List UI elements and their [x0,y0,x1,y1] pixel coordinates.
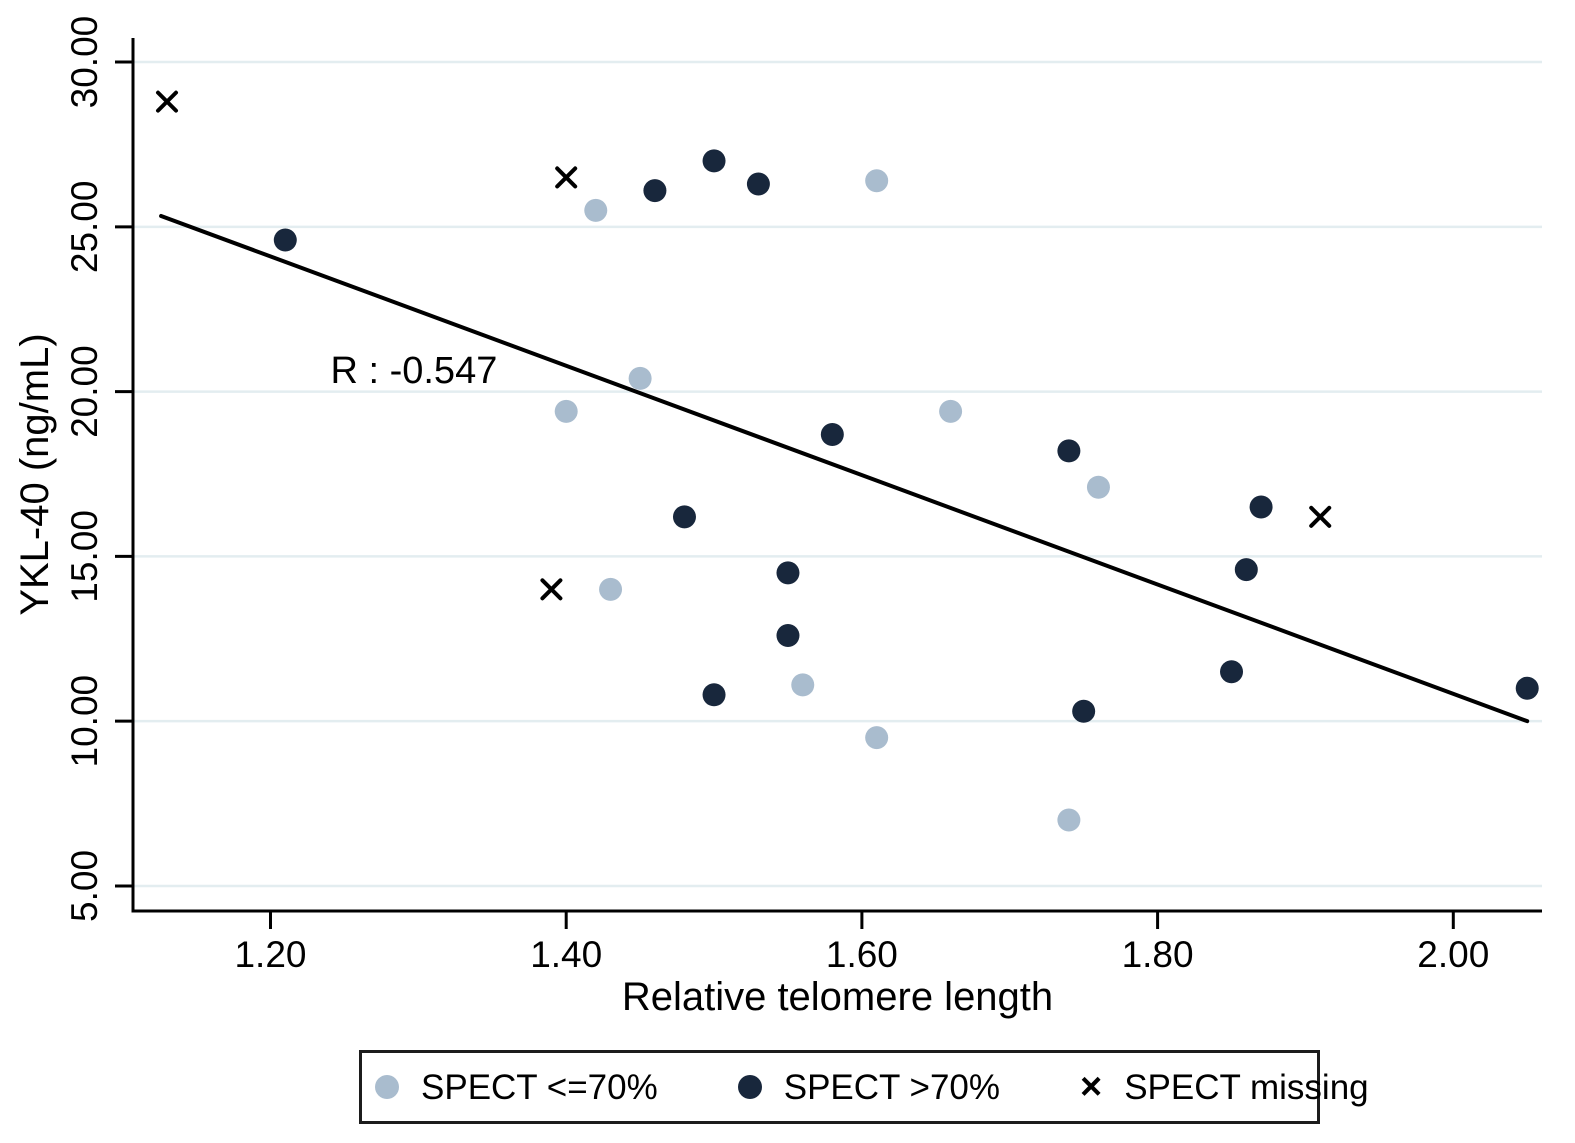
legend-item-spect-gt70: SPECT >70% [737,1067,1000,1107]
dark-dot-marker-icon [737,1075,762,1099]
data-point-series-2 [1309,505,1332,528]
y-tick-label: 5.00 [64,850,105,922]
x-tick-label: 1.60 [826,934,898,975]
data-point-series-2 [540,578,563,601]
data-point-series-1 [1249,495,1273,519]
data-point-series-1 [1072,699,1096,723]
x-tick-label: 2.00 [1417,934,1489,975]
y-tick-label: 25.00 [64,181,105,274]
legend-item-spect-missing: × SPECT missing [1080,1066,1369,1108]
correlation-label: R : -0.547 [330,350,497,392]
data-point-series-0 [599,577,623,601]
data-point-series-0 [865,169,889,193]
data-point-series-1 [776,623,800,647]
data-point-series-1 [746,172,770,196]
legend-label: SPECT <=70% [421,1067,658,1107]
legend-label: SPECT >70% [783,1067,1000,1107]
data-point-series-1 [643,179,667,203]
y-tick-label: 10.00 [64,675,105,768]
data-point-series-0 [865,726,889,750]
y-tick-label: 30.00 [64,16,105,109]
data-point-series-1 [702,149,726,173]
scatter-svg: R : -0.547 5.00 10.00 15.00 20.00 25.00 30.00 1… [13,16,1542,1019]
data-point-series-0 [584,198,608,222]
data-point-series-2 [555,166,578,189]
x-axis-title: Relative telomere length [622,975,1053,1019]
regression-line [159,213,1530,724]
data-point-series-1 [702,683,726,707]
x-tick-label: 1.20 [234,934,306,975]
y-axis-title: YKL-40 (ng/mL) [13,333,57,615]
data-point-series-0 [628,366,652,390]
legend-item-spect-le70: SPECT <=70% [375,1070,658,1105]
data-point-series-0 [1086,475,1110,499]
data-point-series-1 [1515,676,1539,700]
data-point-series-1 [1220,660,1244,684]
legend-label: SPECT missing [1124,1067,1369,1107]
data-point-series-1 [1234,558,1258,582]
data-point-series-0 [791,673,815,697]
data-point-series-0 [939,399,963,423]
y-tick-label: 15.00 [64,510,105,603]
x-tick-label: 1.80 [1122,934,1194,975]
data-point-series-1 [1057,439,1081,463]
data-point-series-0 [1057,808,1081,832]
data-point-series-0 [554,399,578,423]
y-tick-label: 20.00 [64,345,105,438]
data-point-series-1 [273,228,297,252]
x-tick-label: 1.40 [530,934,602,975]
legend: SPECT <=70% SPECT >70% × SPECT missing [359,1050,1369,1124]
light-dot-marker-icon [375,1075,399,1099]
data-point-series-2 [156,90,179,113]
data-point-series-1 [672,505,696,529]
x-marker-icon: × [1080,1066,1103,1108]
data-point-series-1 [820,422,844,446]
data-point-series-1 [776,561,800,585]
